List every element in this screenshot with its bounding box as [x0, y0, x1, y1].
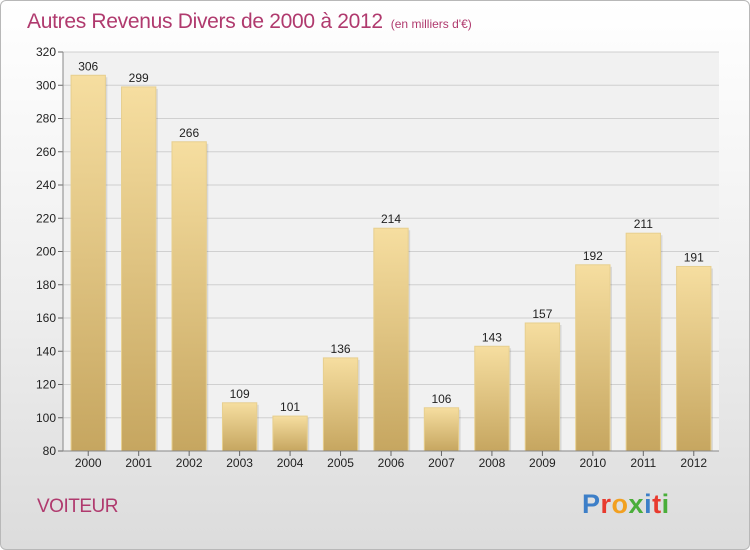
y-tick-label: 260	[36, 145, 56, 159]
logo-letter: i	[661, 489, 670, 519]
logo-letter: P	[582, 489, 601, 519]
logo-letter: t	[652, 489, 662, 519]
bar-2005	[322, 357, 359, 452]
data-label: 143	[482, 330, 502, 344]
y-tick-label: 180	[36, 278, 56, 292]
x-tick-label: 2007	[428, 456, 455, 470]
bar-2010	[575, 264, 611, 452]
x-tick-label: 2003	[226, 456, 253, 470]
logo-letter: o	[611, 489, 629, 519]
data-label: 299	[129, 71, 149, 85]
y-tick-label: 100	[36, 411, 56, 425]
data-label: 157	[532, 307, 552, 321]
x-axis: 2000 2001 2002 2003 2004 2005 2006 2007 2008 2009…	[75, 451, 707, 470]
bar-2001	[121, 86, 157, 452]
bar-2012	[676, 265, 712, 452]
data-label: 306	[78, 59, 98, 73]
x-tick-label: 2008	[479, 456, 506, 470]
y-tick-label: 320	[36, 45, 56, 59]
logo-letter: r	[600, 489, 612, 519]
bar-2011	[625, 232, 661, 452]
bar-2002	[171, 141, 207, 452]
data-label: 101	[280, 400, 300, 414]
y-tick-label: 200	[36, 245, 56, 259]
x-tick-label: 2012	[680, 456, 707, 470]
data-label: 106	[431, 392, 451, 406]
y-tick-label: 160	[36, 311, 56, 325]
data-label: 266	[179, 126, 199, 140]
y-tick-label: 220	[36, 211, 56, 225]
chart-title-group: Autres Revenus Divers de 2000 à 2012 (en …	[27, 10, 472, 34]
bar-2003	[221, 402, 258, 452]
data-label: 211	[634, 217, 653, 231]
logo-letter: x	[628, 489, 645, 519]
bar-2006	[373, 227, 409, 452]
bar-2000	[70, 74, 106, 452]
x-tick-label: 2010	[579, 456, 606, 470]
y-tick-label: 280	[36, 112, 56, 126]
x-tick-label: 2000	[75, 456, 102, 470]
y-tick-label: 140	[36, 344, 56, 358]
y-tick-label: 240	[36, 178, 56, 192]
y-axis: 80 100 120 140 160 180 200 220 240 260 280 300 320	[36, 45, 719, 458]
data-label: 191	[684, 250, 704, 264]
x-tick-label: 2005	[327, 456, 354, 470]
chart-subtitle: (en milliers d'€)	[390, 17, 472, 31]
bars	[70, 74, 713, 452]
y-tick-label: 300	[36, 78, 56, 92]
logo-letter: i	[644, 489, 653, 519]
x-tick-label: 2002	[176, 456, 203, 470]
commune-name: VOITEUR	[37, 496, 118, 517]
data-label: 136	[331, 342, 351, 356]
x-tick-label: 2004	[277, 456, 304, 470]
bar-2009	[524, 322, 561, 452]
x-tick-label: 2011	[630, 456, 656, 470]
data-label: 214	[381, 212, 401, 226]
data-labels: 306 299 266 109 101 136 214 106 143 157 192 211 191	[78, 59, 704, 414]
proxiti-logo[interactable]: Proxiti	[582, 489, 670, 520]
bar-2008	[474, 345, 510, 452]
data-label: 192	[583, 249, 603, 263]
bar-2004	[272, 415, 308, 452]
bar-2007	[423, 407, 460, 452]
x-tick-label: 2001	[125, 456, 152, 470]
y-tick-label: 80	[43, 444, 57, 458]
data-label: 109	[230, 387, 250, 401]
x-tick-label: 2009	[529, 456, 556, 470]
x-tick-label: 2006	[378, 456, 405, 470]
chart-title: Autres Revenus Divers de 2000 à 2012	[27, 10, 383, 33]
y-tick-label: 120	[36, 378, 56, 392]
